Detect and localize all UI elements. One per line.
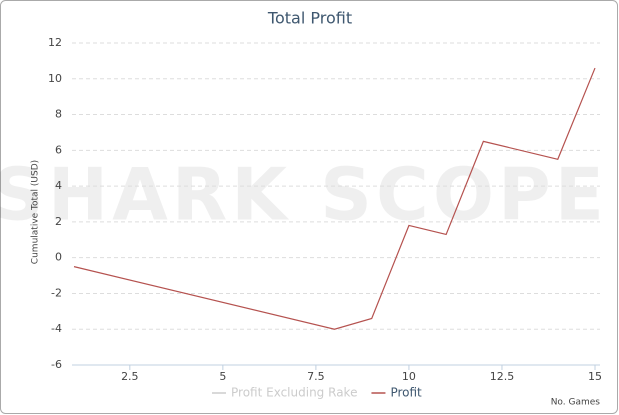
y-tick-label: 0 [55,251,62,264]
x-axis-label: No. Games [551,398,601,408]
x-tick-label: 15 [588,370,602,383]
y-tick-label: 2 [55,215,62,228]
y-tick-label: -2 [51,286,62,299]
y-tick-label: 4 [55,179,62,192]
x-tick-label: 12.5 [490,370,515,383]
legend-label: Profit Excluding Rake [231,386,357,400]
x-tick-label: 10 [402,370,416,383]
y-tick-label: 12 [48,36,62,49]
y-tick-label: -6 [51,358,62,371]
line [73,67,596,330]
chart-title: Total Profit [267,9,352,28]
y-tick-label: 6 [55,143,62,156]
x-tick-label: 2.5 [121,370,139,383]
watermark: SHARK SCOPE [0,153,608,237]
x-tick-label: 7.5 [307,370,325,383]
y-tick-label: 8 [55,108,62,121]
x-tick-label: 5 [219,370,226,383]
y-axis-label: Cumulative Total (USD) [31,160,41,264]
y-tick-label: 10 [48,72,62,85]
y-tick-label: -4 [51,322,62,335]
legend-label: Profit [390,386,422,400]
